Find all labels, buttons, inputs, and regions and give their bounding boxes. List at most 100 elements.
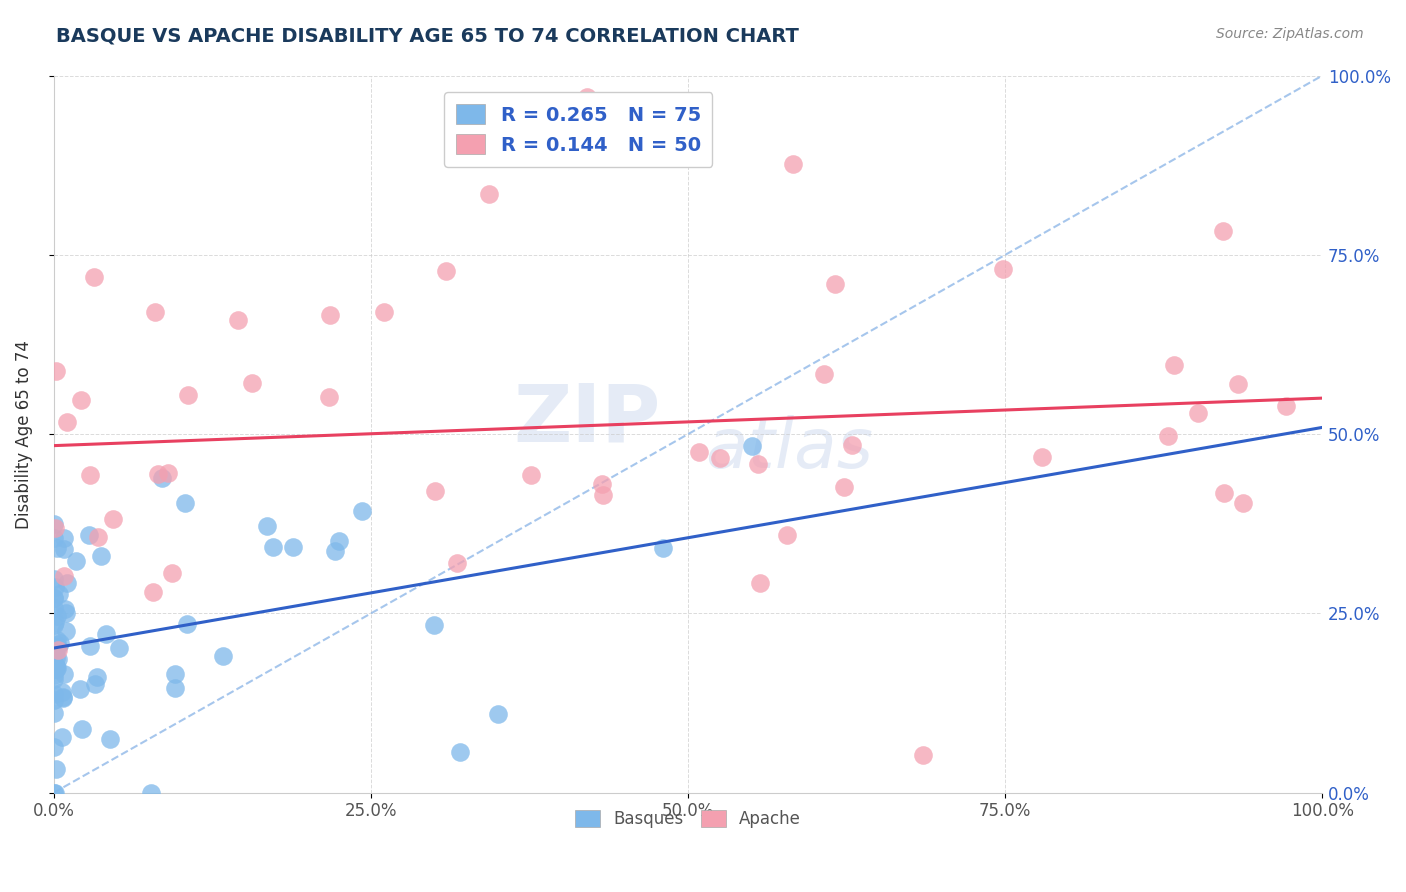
Point	[42, 786, 65, 800]
Point	[813, 368, 835, 382]
Point	[1031, 450, 1053, 464]
Point	[46, 652, 69, 666]
Point	[318, 309, 340, 323]
Point	[46, 633, 69, 648]
Point	[44, 658, 66, 673]
Point	[993, 262, 1015, 277]
Point	[44, 643, 66, 657]
Point	[45, 364, 67, 378]
Point	[42, 657, 65, 671]
Point	[45, 541, 67, 555]
Point	[1213, 486, 1236, 500]
Point	[53, 602, 76, 616]
Point	[373, 305, 395, 319]
Point	[709, 451, 731, 466]
Point	[749, 576, 772, 591]
Point	[157, 466, 180, 480]
Point	[70, 392, 93, 407]
Point	[79, 640, 101, 654]
Point	[44, 615, 66, 630]
Point	[323, 543, 346, 558]
Point	[44, 591, 66, 606]
Point	[55, 606, 77, 620]
Point	[44, 521, 66, 535]
Point	[52, 531, 75, 545]
Y-axis label: Disability Age 65 to 74: Disability Age 65 to 74	[15, 340, 32, 529]
Point	[262, 540, 284, 554]
Point	[42, 668, 65, 682]
Point	[1187, 406, 1209, 420]
Point	[688, 445, 710, 459]
Point	[160, 566, 183, 580]
Point	[83, 269, 105, 284]
Point	[45, 651, 67, 665]
Point	[42, 672, 65, 686]
Point	[65, 554, 87, 568]
Point	[1212, 224, 1234, 238]
Text: Source: ZipAtlas.com: Source: ZipAtlas.com	[1216, 27, 1364, 41]
Point	[70, 723, 93, 737]
Point	[42, 532, 65, 546]
Point	[42, 572, 65, 586]
Point	[139, 786, 162, 800]
Point	[281, 540, 304, 554]
Point	[77, 528, 100, 542]
Point	[146, 467, 169, 481]
Point	[45, 658, 67, 673]
Point	[741, 439, 763, 453]
Point	[176, 616, 198, 631]
Point	[55, 624, 77, 639]
Text: ZIP: ZIP	[513, 381, 661, 458]
Point	[446, 556, 468, 570]
Point	[318, 390, 340, 404]
Point	[49, 635, 72, 649]
Point	[42, 516, 65, 531]
Point	[592, 488, 614, 502]
Point	[52, 569, 75, 583]
Point	[52, 691, 75, 706]
Point	[44, 786, 66, 800]
Point	[45, 660, 67, 674]
Point	[46, 638, 69, 652]
Text: atlas: atlas	[706, 415, 873, 482]
Point	[240, 376, 263, 391]
Point	[42, 740, 65, 755]
Point	[56, 576, 79, 591]
Point	[53, 541, 76, 556]
Point	[824, 277, 846, 292]
Point	[591, 477, 613, 491]
Point	[211, 649, 233, 664]
Point	[42, 601, 65, 615]
Point	[44, 640, 66, 654]
Point	[832, 480, 855, 494]
Point	[90, 549, 112, 564]
Point	[449, 745, 471, 759]
Legend: Basques, Apache: Basques, Apache	[569, 803, 807, 835]
Point	[143, 305, 166, 319]
Point	[350, 503, 373, 517]
Point	[651, 541, 673, 555]
Point	[86, 670, 108, 684]
Point	[46, 640, 69, 654]
Point	[841, 438, 863, 452]
Point	[163, 681, 186, 695]
Point	[575, 90, 598, 104]
Point	[1157, 429, 1180, 443]
Point	[51, 685, 73, 699]
Point	[42, 688, 65, 702]
Point	[45, 661, 67, 675]
Point	[1232, 496, 1254, 510]
Point	[51, 730, 73, 744]
Point	[103, 511, 125, 525]
Point	[42, 662, 65, 676]
Point	[423, 617, 446, 632]
Point	[44, 617, 66, 632]
Point	[434, 264, 457, 278]
Point	[142, 585, 165, 599]
Point	[747, 458, 769, 472]
Point	[44, 763, 66, 777]
Point	[173, 496, 195, 510]
Point	[87, 530, 110, 544]
Point	[108, 640, 131, 655]
Text: BASQUE VS APACHE DISABILITY AGE 65 TO 74 CORRELATION CHART: BASQUE VS APACHE DISABILITY AGE 65 TO 74…	[56, 27, 799, 45]
